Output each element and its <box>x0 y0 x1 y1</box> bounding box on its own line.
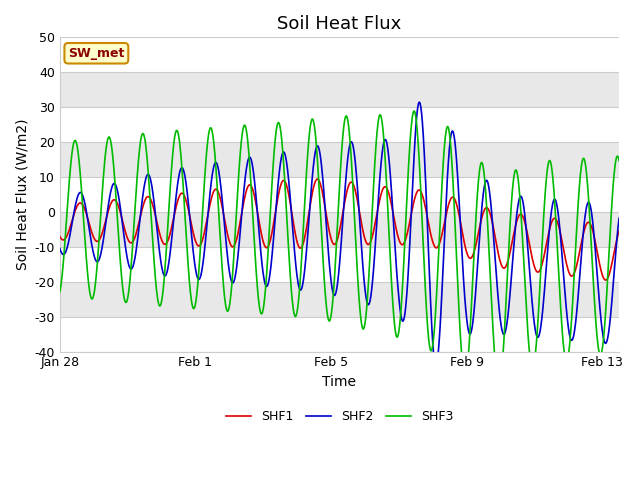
SHF2 <box>356 225 364 231</box>
SHF1 <box>314 176 321 182</box>
SHF1 <box>180 192 188 198</box>
X-axis label: Time: Time <box>323 375 356 389</box>
SHF3 <box>196 256 204 262</box>
SHF3 <box>72 138 79 144</box>
SHF3 <box>356 310 364 315</box>
Bar <box>60 142 619 177</box>
Bar <box>60 37 619 72</box>
Text: SW_met: SW_met <box>68 47 125 60</box>
Legend: SHF1, SHF2, SHF3: SHF1, SHF2, SHF3 <box>221 405 458 428</box>
Line: SHF2: SHF2 <box>60 102 619 366</box>
SHF2 <box>148 182 156 188</box>
Line: SHF1: SHF1 <box>60 179 619 280</box>
SHF3 <box>615 158 623 164</box>
Bar <box>60 247 619 282</box>
SHF3 <box>493 372 500 378</box>
Bar <box>60 282 619 317</box>
SHF1 <box>148 199 156 204</box>
SHF3 <box>410 108 418 114</box>
SHF1 <box>72 208 79 214</box>
SHF2 <box>615 216 623 221</box>
SHF1 <box>602 277 609 283</box>
Line: SHF3: SHF3 <box>60 111 619 386</box>
SHF1 <box>56 234 63 240</box>
SHF2 <box>180 168 188 174</box>
SHF2 <box>56 246 63 252</box>
SHF2 <box>196 276 204 282</box>
Y-axis label: Soil Heat Flux (W/m2): Soil Heat Flux (W/m2) <box>15 119 29 270</box>
SHF1 <box>356 215 364 221</box>
Bar <box>60 212 619 247</box>
SHF2 <box>493 276 500 282</box>
Bar <box>60 107 619 142</box>
SHF3 <box>495 383 502 389</box>
SHF1 <box>493 240 500 246</box>
Bar <box>60 72 619 107</box>
SHF3 <box>56 289 63 295</box>
SHF1 <box>615 228 623 234</box>
SHF1 <box>196 243 204 249</box>
SHF2 <box>415 99 423 105</box>
SHF3 <box>148 222 156 228</box>
Title: Soil Heat Flux: Soil Heat Flux <box>277 15 401 33</box>
SHF2 <box>72 203 79 209</box>
Bar <box>60 177 619 212</box>
Bar <box>60 317 619 351</box>
SHF2 <box>432 363 440 369</box>
SHF3 <box>180 195 188 201</box>
